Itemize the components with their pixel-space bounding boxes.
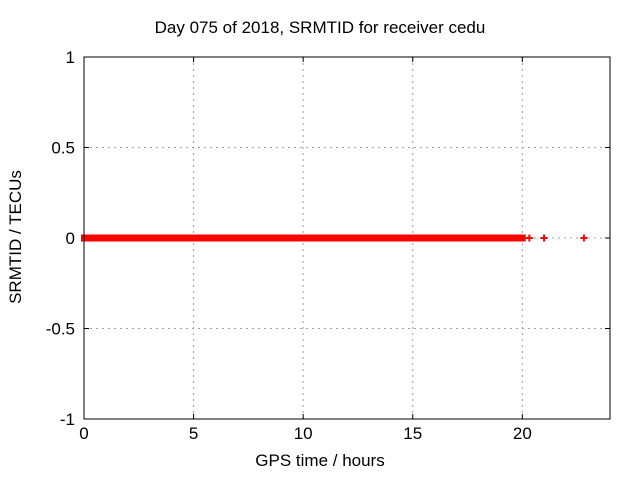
x-tick-label: 10 <box>294 424 313 443</box>
y-tick-label: 0 <box>66 229 75 248</box>
x-tick-label: 0 <box>79 424 88 443</box>
y-tick-label: -0.5 <box>46 320 75 339</box>
y-tick-label: 0.5 <box>51 139 75 158</box>
data-band-segment <box>386 234 400 242</box>
plot-border <box>83 56 611 420</box>
x-tick-label: 20 <box>513 424 532 443</box>
chart-title: Day 075 of 2018, SRMTID for receiver ced… <box>154 18 486 37</box>
data-band-segment <box>81 234 390 242</box>
x-tick-label: 5 <box>189 424 198 443</box>
y-tick-label: -1 <box>60 410 75 429</box>
y-tick-label: 1 <box>66 48 75 67</box>
data-band-segment <box>395 234 526 242</box>
x-axis-label: GPS time / hours <box>255 451 385 470</box>
x-tick-label: 15 <box>403 424 422 443</box>
